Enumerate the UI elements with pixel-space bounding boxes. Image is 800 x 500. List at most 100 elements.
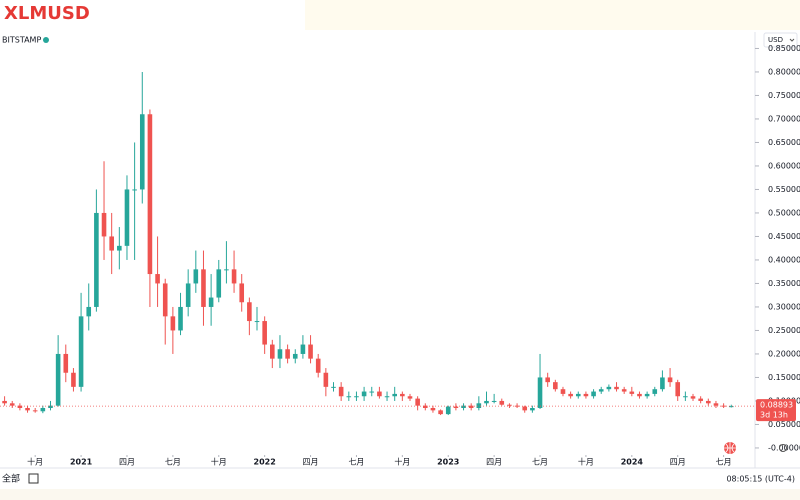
x-tick-label: 十月	[394, 457, 410, 467]
candle-body	[530, 408, 535, 411]
candle-body	[637, 393, 642, 397]
candle-body	[683, 396, 688, 398]
candle-body	[369, 391, 375, 393]
candle-body	[63, 353, 69, 373]
candle-body	[231, 269, 237, 284]
candle-body	[201, 269, 206, 307]
settings-icon[interactable]	[779, 444, 787, 452]
candle-body	[101, 212, 107, 237]
last-price-label: 0.08893	[760, 401, 793, 410]
currency[interactable]: USD	[768, 36, 783, 44]
candle-body	[407, 396, 413, 399]
x-tick-label: 四月	[303, 458, 319, 467]
candle-body	[728, 406, 734, 408]
candle-body	[652, 389, 658, 394]
candle-body	[109, 236, 114, 251]
candle-body	[698, 398, 703, 401]
candle-body	[224, 269, 229, 271]
y-tick-label: 0.55000	[768, 185, 800, 194]
candle-body	[667, 377, 673, 383]
candle-body	[139, 114, 145, 190]
candle-body	[239, 283, 245, 303]
x-tick-label: 十月	[211, 457, 227, 467]
candle-body	[545, 377, 550, 383]
candle-body	[568, 393, 573, 397]
candle-body	[216, 269, 222, 298]
candle-body	[644, 393, 650, 397]
candle-body	[178, 306, 183, 331]
range-button[interactable]: 全部	[2, 473, 20, 485]
candle-body	[491, 400, 497, 402]
candle-body	[392, 393, 397, 397]
candle-body	[124, 189, 130, 246]
candle-body	[507, 404, 512, 406]
y-tick-label: 0.60000	[768, 161, 800, 170]
y-tick-label: 0.85000	[768, 44, 800, 53]
x-tick-label: 2022	[254, 458, 276, 467]
candle-body	[285, 349, 290, 359]
candle-body	[2, 400, 7, 404]
y-tick-label: 0.30000	[768, 302, 800, 311]
candle-body	[155, 274, 160, 284]
candle-body	[422, 405, 428, 408]
y-tick-label: 0.50000	[768, 208, 800, 217]
candle-body	[575, 393, 581, 397]
y-tick-label: 0.65000	[768, 138, 800, 147]
plot: -0.000000.050000.100000.150000.200000.25…	[0, 44, 800, 467]
candle-body	[514, 405, 520, 407]
candle-body	[361, 391, 367, 397]
candle-body	[270, 344, 275, 359]
candle-body	[384, 396, 390, 398]
x-tick-label: 十月	[27, 457, 43, 467]
candle-body	[400, 393, 405, 397]
candle-body	[71, 372, 76, 387]
last-price-tag	[756, 399, 796, 422]
candle-body	[629, 391, 635, 394]
x-tick-label: 七月	[348, 458, 364, 467]
calendar-icon[interactable]	[28, 473, 39, 484]
candle-body	[32, 410, 38, 412]
candle-body	[147, 114, 153, 275]
candle-body	[583, 393, 589, 397]
candle-body	[713, 403, 719, 406]
candle-body	[415, 398, 420, 406]
x-tick-label: 十月	[578, 457, 594, 467]
x-tick-label: 七月	[716, 458, 732, 467]
y-tick-label: 0.15000	[768, 373, 800, 382]
candle-body	[292, 353, 298, 359]
currency-select[interactable]	[763, 32, 798, 48]
x-tick-label: 2024	[621, 458, 644, 467]
status-dot	[43, 37, 49, 43]
candle-body	[48, 405, 53, 408]
candle-body	[338, 386, 344, 397]
candle-body	[706, 400, 711, 404]
candle-body	[690, 396, 696, 399]
candle-body	[445, 406, 451, 415]
candle-body	[55, 353, 61, 406]
candle-body	[308, 344, 313, 359]
candle-body	[484, 400, 489, 404]
y-tick-label: 0.45000	[768, 232, 800, 241]
y-tick-label: 0.75000	[768, 91, 800, 100]
candle-body	[323, 372, 329, 387]
candle-body	[377, 391, 382, 397]
x-tick-label: 四月	[670, 458, 686, 467]
y-tick-label: 0.80000	[768, 67, 800, 76]
candle-body	[254, 321, 260, 323]
candle-body	[162, 283, 168, 317]
candle-body	[461, 405, 466, 408]
y-tick-label: 0.35000	[768, 279, 800, 288]
candle-body	[598, 389, 604, 392]
y-tick-label: 0.05000	[768, 420, 800, 429]
x-tick-label: 七月	[165, 458, 181, 467]
dropdown-arrow	[789, 38, 795, 42]
footer-band	[0, 489, 800, 500]
candle-body	[346, 396, 352, 398]
candle-body	[17, 405, 23, 408]
candle-body	[560, 389, 566, 394]
y-tick-label: 0.25000	[768, 326, 800, 335]
x-tick-label: 七月	[532, 458, 548, 467]
